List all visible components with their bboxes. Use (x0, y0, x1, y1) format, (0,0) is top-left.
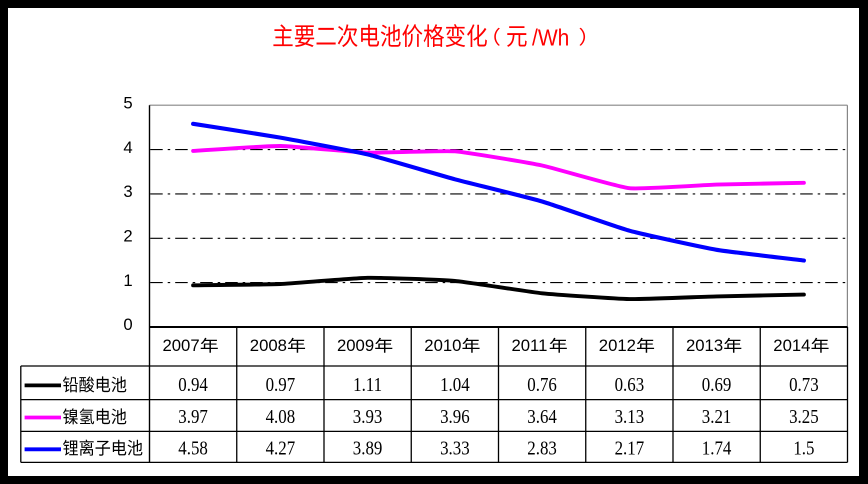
svg-text:3.33: 3.33 (440, 437, 470, 458)
svg-text:2010: 2010 (424, 336, 461, 355)
svg-text:0.63: 0.63 (615, 374, 645, 395)
svg-text:0.73: 0.73 (789, 374, 819, 395)
svg-text:2014: 2014 (773, 336, 810, 355)
svg-text:2008: 2008 (250, 336, 287, 355)
svg-text:1.04: 1.04 (440, 374, 470, 395)
svg-text:3.97: 3.97 (178, 406, 208, 427)
svg-text:4: 4 (123, 138, 132, 157)
svg-text:1.11: 1.11 (353, 374, 382, 395)
svg-text:2009: 2009 (337, 336, 374, 355)
svg-text:3.64: 3.64 (527, 406, 557, 427)
svg-text:2012: 2012 (599, 336, 636, 355)
svg-text:0.97: 0.97 (266, 374, 296, 395)
svg-text:1.5: 1.5 (793, 437, 814, 458)
svg-text:1: 1 (123, 271, 132, 290)
svg-text:4.58: 4.58 (178, 437, 208, 458)
svg-text:2.83: 2.83 (527, 437, 557, 458)
svg-text:3.13: 3.13 (615, 406, 645, 427)
svg-text:3: 3 (123, 182, 132, 201)
svg-text:0.94: 0.94 (178, 374, 208, 395)
svg-text:4.08: 4.08 (266, 406, 296, 427)
svg-text:3.96: 3.96 (440, 406, 470, 427)
svg-text:5: 5 (123, 93, 132, 112)
svg-text:2.17: 2.17 (615, 437, 645, 458)
svg-text:0: 0 (123, 315, 132, 334)
svg-text:3.21: 3.21 (702, 406, 732, 427)
svg-text:2: 2 (123, 227, 132, 246)
svg-text:3.93: 3.93 (353, 406, 383, 427)
svg-text:0.69: 0.69 (702, 374, 732, 395)
svg-text:2011: 2011 (512, 336, 548, 355)
svg-text:0.76: 0.76 (527, 374, 557, 395)
svg-text:/Wh: /Wh (532, 25, 569, 51)
svg-text:2013: 2013 (686, 336, 723, 355)
svg-text:2007: 2007 (163, 336, 200, 355)
svg-text:3.89: 3.89 (353, 437, 383, 458)
svg-text:1.74: 1.74 (702, 437, 732, 458)
svg-text:4.27: 4.27 (266, 437, 296, 458)
svg-text:3.25: 3.25 (789, 406, 819, 427)
